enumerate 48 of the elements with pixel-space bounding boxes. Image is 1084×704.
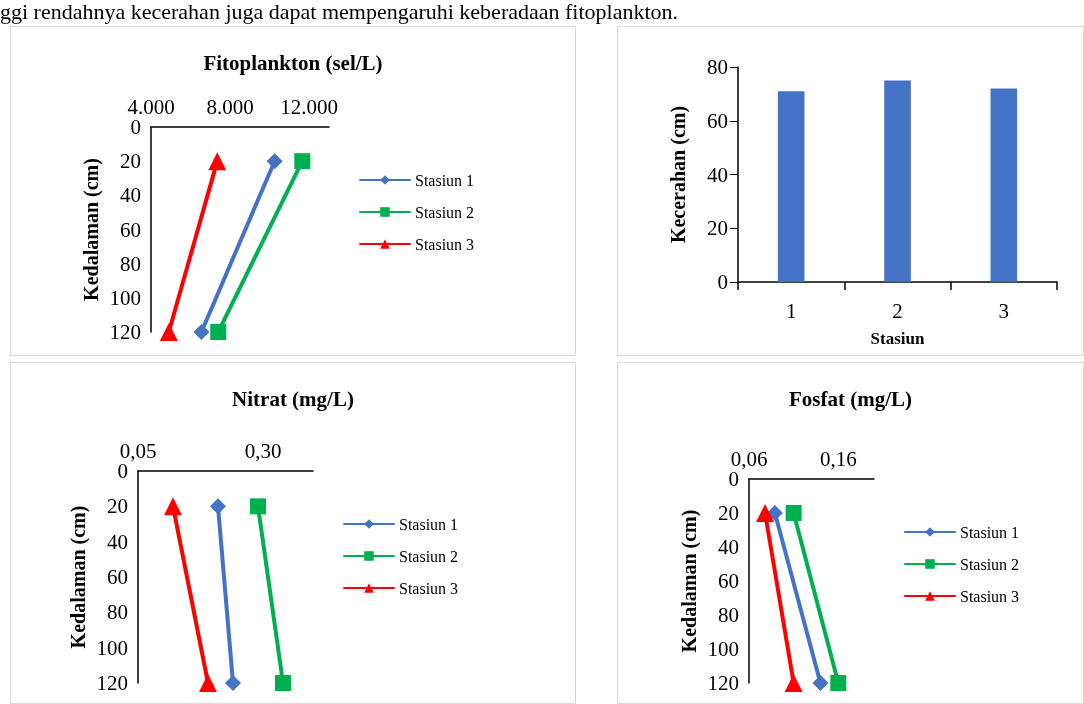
x-tick-label: 1 bbox=[785, 298, 797, 323]
chart-title: Fosfat (mg/L) bbox=[788, 386, 913, 411]
legend-label: Stasiun 2 bbox=[399, 547, 459, 565]
y-tick-label: 20 bbox=[107, 494, 128, 519]
y-tick-label: 100 bbox=[109, 285, 141, 310]
y-tick-label: 60 bbox=[718, 569, 739, 593]
y-axis-title: Kedalaman (cm) bbox=[678, 509, 701, 653]
y-tick-label: 120 bbox=[707, 671, 739, 695]
y-tick-label: 40 bbox=[707, 162, 728, 187]
y-tick-label: 100 bbox=[96, 635, 128, 660]
x-axis-title: Stasiun bbox=[870, 329, 925, 348]
chart-title: Nitrat (mg/L) bbox=[232, 386, 354, 411]
legend-label: Stasiun 1 bbox=[415, 171, 475, 189]
y-tick-label: 80 bbox=[120, 251, 141, 276]
legend-label: Stasiun 1 bbox=[399, 515, 459, 533]
x-tick-label: 0,16 bbox=[819, 446, 857, 471]
y-tick-label: 0 bbox=[717, 270, 728, 294]
y-tick-label: 60 bbox=[107, 565, 128, 589]
x-tick-label: 0,30 bbox=[244, 438, 282, 463]
y-tick-label: 40 bbox=[718, 535, 739, 559]
legend-label: Stasiun 3 bbox=[415, 235, 475, 253]
y-tick-label: 120 bbox=[96, 671, 128, 695]
y-tick-label: 20 bbox=[707, 216, 728, 241]
y-tick-label: 80 bbox=[107, 600, 128, 625]
y-tick-label: 40 bbox=[120, 183, 141, 208]
legend-label: Stasiun 2 bbox=[415, 203, 475, 221]
x-tick-label: 8.000 bbox=[206, 94, 254, 119]
y-axis-title: Kedalaman (cm) bbox=[67, 505, 90, 649]
y-tick-label: 80 bbox=[707, 55, 728, 79]
y-axis-title: Kedalaman (cm) bbox=[80, 158, 103, 301]
y-tick-label: 60 bbox=[707, 108, 728, 133]
text: ggi rendahnya kecerahan juga dapat mempengaruhi keberadaan fitoplankton. bbox=[0, 0, 679, 24]
y-tick-label: 80 bbox=[718, 603, 739, 627]
y-axis-title: Kecerahan (cm) bbox=[667, 105, 690, 244]
legend-label: Stasiun 3 bbox=[960, 587, 1020, 605]
x-tick-label: 2 bbox=[892, 298, 903, 323]
legend-label: Stasiun 2 bbox=[960, 555, 1020, 573]
y-tick-label: 100 bbox=[707, 637, 739, 661]
y-tick-label: 20 bbox=[120, 149, 141, 174]
legend-label: Stasiun 3 bbox=[399, 579, 459, 597]
x-tick-label: 12.000 bbox=[280, 94, 339, 119]
legend-label: Stasiun 1 bbox=[960, 523, 1020, 541]
y-tick-label: 20 bbox=[718, 501, 739, 525]
y-tick-label: 60 bbox=[120, 217, 141, 242]
chart-title: Fitoplankton (sel/L) bbox=[203, 50, 383, 75]
x-tick-label: 3 bbox=[998, 298, 1010, 323]
y-tick-label: 40 bbox=[107, 529, 128, 554]
y-tick-label: 120 bbox=[109, 320, 141, 344]
